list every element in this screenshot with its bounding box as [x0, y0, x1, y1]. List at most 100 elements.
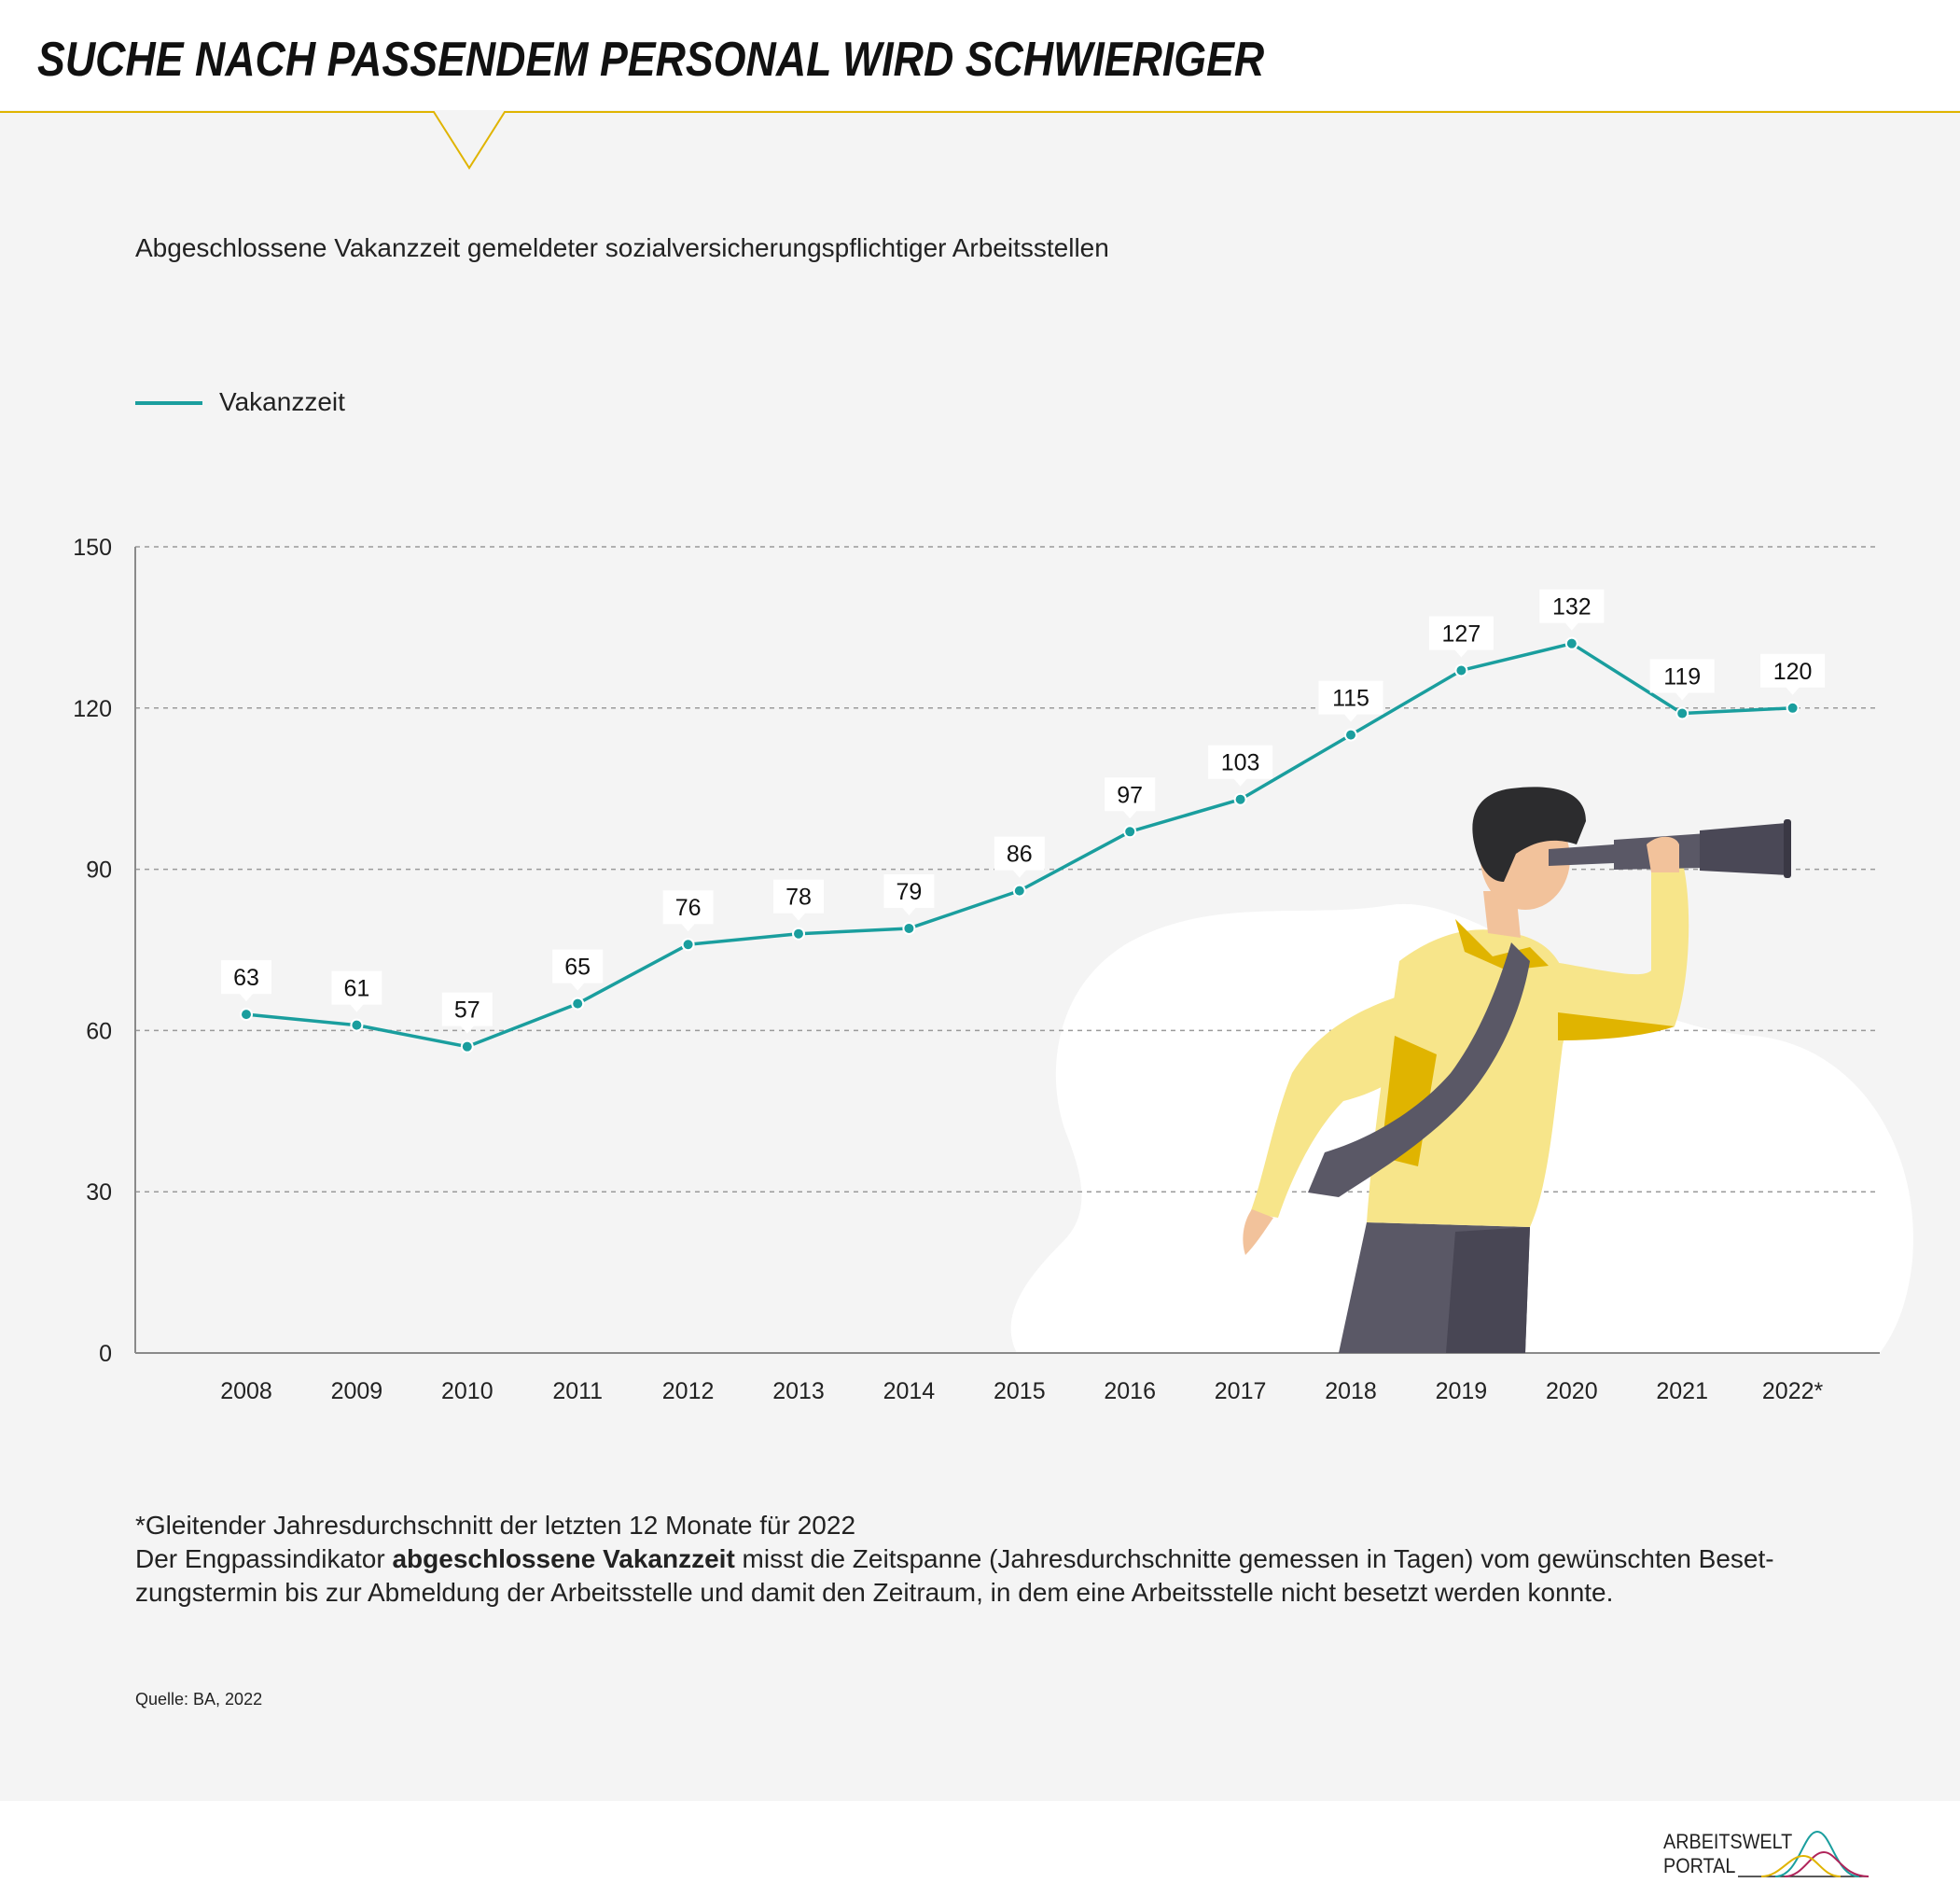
x-tick-label: 2016: [1104, 1378, 1156, 1404]
x-tick-label: 2021: [1656, 1378, 1708, 1404]
x-tick-label: 2017: [1215, 1378, 1267, 1404]
data-label-group: 97: [1105, 777, 1156, 819]
y-tick-label: 150: [73, 535, 112, 561]
data-label: 86: [1007, 842, 1033, 868]
x-tick-label: 2018: [1325, 1378, 1377, 1404]
data-label-box: [1539, 589, 1605, 631]
data-point: [1344, 728, 1357, 742]
data-label-group: 79: [883, 873, 935, 915]
data-point: [1564, 636, 1578, 650]
data-label-group: 86: [994, 836, 1045, 878]
data-point: [1012, 884, 1026, 898]
data-label-group: 63: [221, 960, 271, 1002]
data-label-group: 78: [773, 879, 824, 921]
data-label-box: [1318, 680, 1383, 722]
footnote: *Gleitender Jahresdurchschnitt der letzt…: [135, 1511, 856, 1540]
x-tick-label: 2008: [220, 1378, 272, 1404]
legend-label: Vakanzzeit: [219, 387, 345, 416]
y-tick-label: 120: [73, 696, 112, 722]
footer: [0, 1801, 1960, 1897]
data-label-box: [1760, 653, 1826, 695]
chart-panel: [0, 110, 1960, 1801]
data-label: 65: [564, 955, 591, 981]
data-label-box: [1649, 659, 1715, 701]
page-title: SUCHE NACH PASSENDEM PERSONAL WIRD SCHWI…: [37, 33, 1265, 87]
data-labels: 63 61 57 65 76 78 79 86 97 103 115 127 132 119 120: [221, 589, 1826, 1034]
data-point: [460, 1039, 474, 1053]
data-point: [571, 997, 585, 1011]
logo-text-line2: PORTAL: [1663, 1854, 1736, 1877]
axes: 0 30 60 90 120 150 2008 2009 2010 2011 2012 2013 201…: [73, 535, 1880, 1404]
data-label-group: 76: [662, 890, 714, 932]
data-label-group: 115: [1318, 680, 1383, 722]
description-start: Der Engpassindikator: [135, 1544, 393, 1573]
data-label: 103: [1221, 750, 1260, 776]
header: SUCHE NACH PASSENDEM PERSONAL WIRD SCHWI…: [0, 0, 1960, 110]
data-label-box: [994, 836, 1045, 878]
data-point: [1233, 792, 1247, 806]
data-label: 127: [1442, 621, 1481, 647]
data-label-group: 127: [1428, 616, 1494, 658]
data-label-box: [1428, 616, 1494, 658]
data-label: 119: [1663, 664, 1701, 690]
data-label: 97: [1117, 782, 1143, 808]
data-label-box: [331, 970, 382, 1012]
description-end: misst die Zeitspanne (Jahresdurchschnitt…: [135, 1544, 1774, 1607]
x-tick-label: 2013: [772, 1378, 825, 1404]
data-label: 132: [1552, 594, 1592, 621]
data-label-box: [1208, 745, 1273, 787]
x-tick-label: 2012: [662, 1378, 715, 1404]
chart-subtitle: Abgeschlossene Vakanzzeit gemeldeter soz…: [135, 233, 1109, 262]
data-point: [1454, 663, 1468, 677]
data-label-group: 103: [1208, 745, 1273, 787]
data-point: [1123, 825, 1137, 839]
businessman-illustration: [1243, 787, 1791, 1353]
arbeitswelt-portal-logo[interactable]: ARBEITSWELT PORTAL: [1663, 1826, 1878, 1882]
chart-notes: *Gleitender Jahresdurchschnitt der letzt…: [135, 1509, 1880, 1610]
y-tick-label: 30: [86, 1179, 112, 1206]
data-label-group: 119: [1649, 659, 1715, 701]
data-label-box: [221, 960, 271, 1002]
data-point: [1675, 706, 1689, 720]
data-label: 61: [343, 976, 369, 1002]
data-point: [1786, 701, 1800, 715]
data-point: [902, 921, 916, 935]
data-label-group: 120: [1760, 653, 1826, 695]
data-point: [350, 1018, 364, 1032]
data-label-box: [441, 992, 493, 1034]
x-tick-label: 2009: [331, 1378, 383, 1404]
data-label: 78: [785, 885, 812, 911]
logo-curves-icon: [1738, 1830, 1870, 1877]
data-label: 115: [1332, 686, 1369, 712]
logo-text-line1: ARBEITSWELT: [1663, 1830, 1793, 1853]
data-label-group: 57: [441, 992, 493, 1034]
data-label: 63: [233, 965, 259, 991]
data-label-box: [883, 873, 935, 915]
x-tick-label: 2019: [1436, 1378, 1488, 1404]
data-label-box: [662, 890, 714, 932]
data-points: [240, 636, 1800, 1053]
data-label-group: 65: [552, 949, 604, 991]
data-point: [792, 927, 805, 941]
y-tick-label: 0: [99, 1341, 112, 1367]
data-label-group: 132: [1539, 589, 1605, 631]
data-label-group: 61: [331, 970, 382, 1012]
x-tick-label: 2020: [1546, 1378, 1598, 1404]
data-label: 79: [896, 879, 922, 905]
y-tick-label: 90: [86, 858, 112, 884]
legend-swatch: [135, 401, 202, 405]
description: Der Engpassindikator abgeschlossene Vaka…: [135, 1542, 1880, 1610]
x-tick-label: 2014: [883, 1378, 936, 1404]
x-tick-label: 2011: [552, 1378, 603, 1404]
source-note: Quelle: BA, 2022: [135, 1690, 263, 1709]
data-point: [240, 1008, 253, 1022]
x-tick-label: 2010: [441, 1378, 493, 1404]
y-tick-label: 60: [86, 1018, 112, 1044]
x-tick-label: 2022*: [1762, 1378, 1824, 1404]
data-label: 57: [454, 997, 480, 1024]
data-point: [681, 938, 695, 952]
data-label: 120: [1773, 659, 1813, 685]
data-label-box: [552, 949, 604, 991]
x-tick-label: 2015: [994, 1378, 1046, 1404]
